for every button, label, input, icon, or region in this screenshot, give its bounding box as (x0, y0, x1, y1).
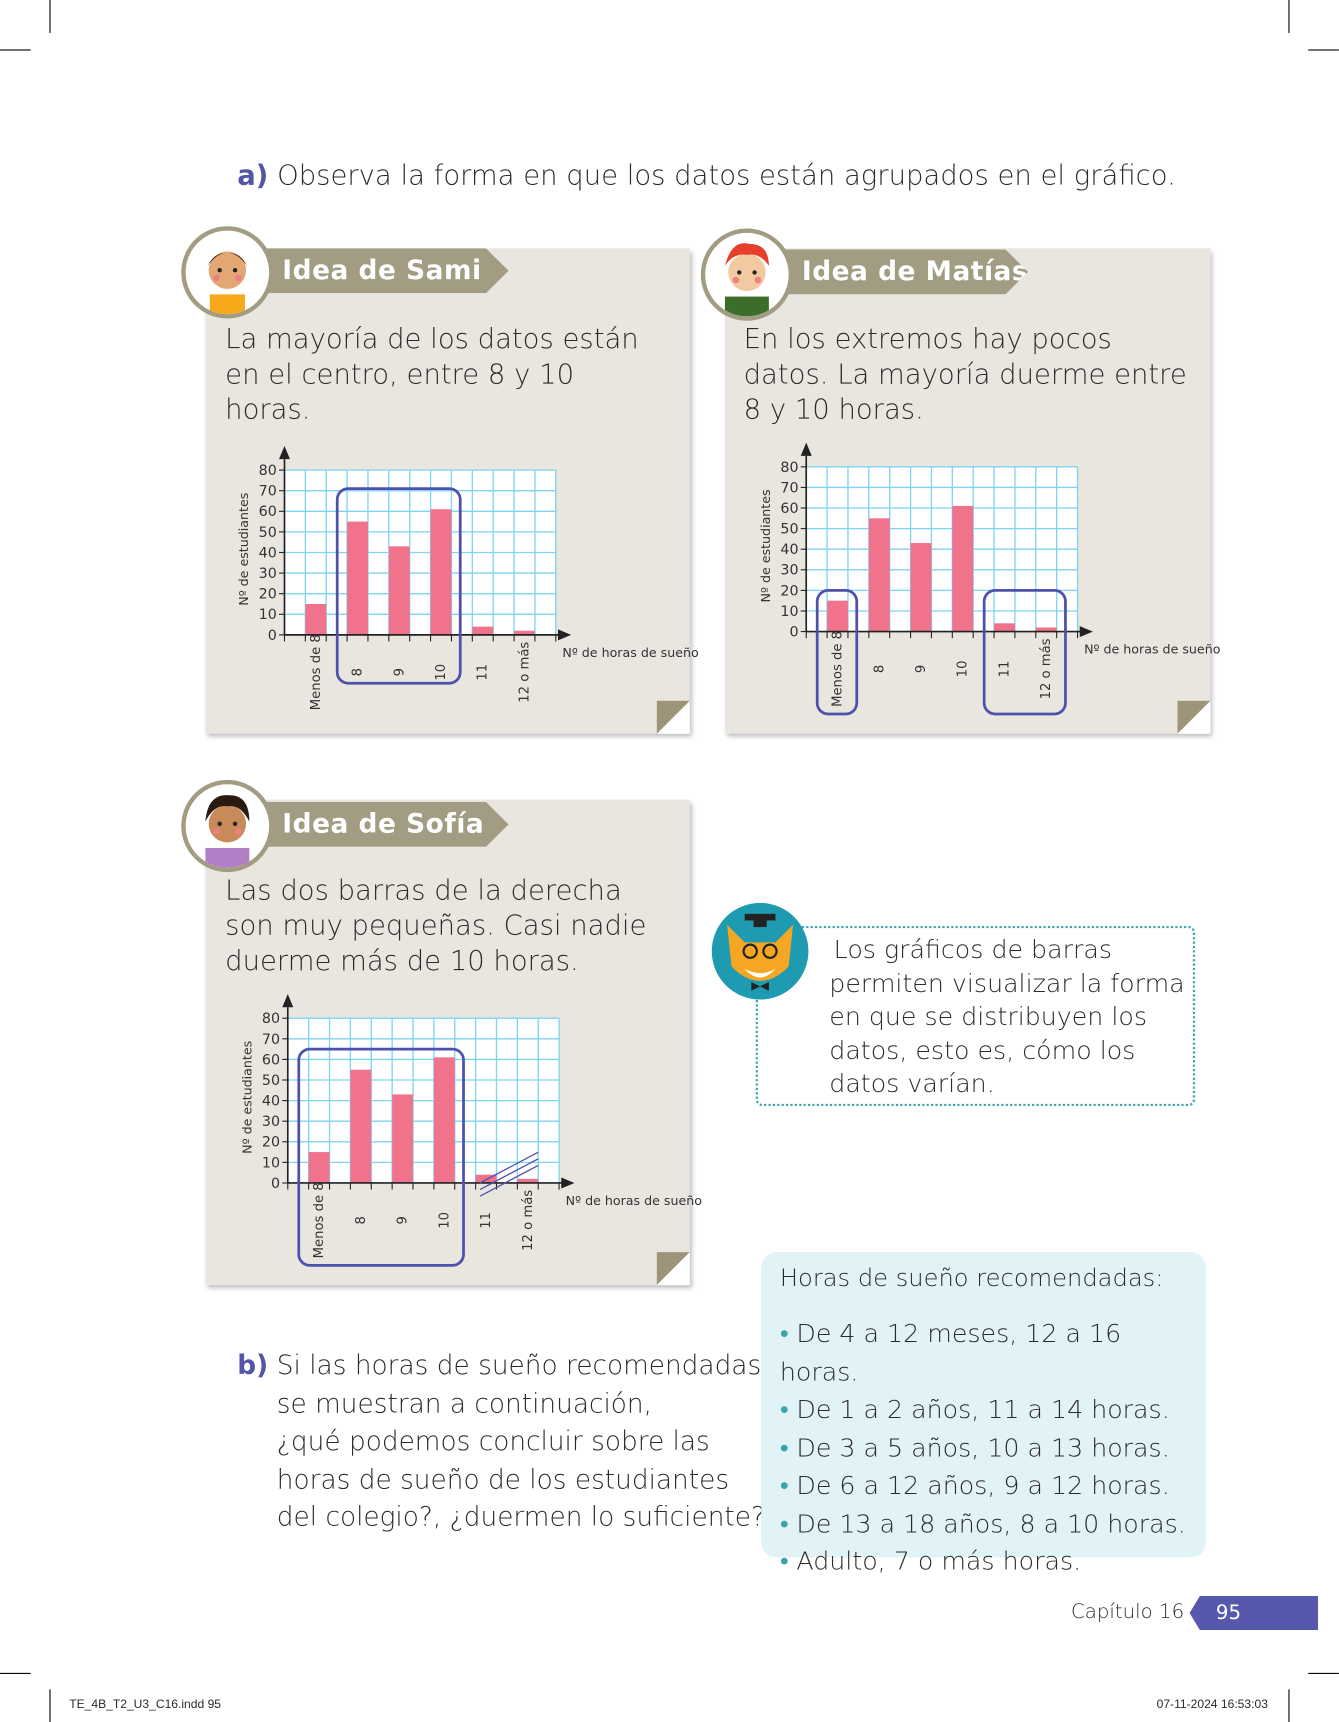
list-item: De 3 a 5 años, 10 a 13 horas. (780, 1430, 1206, 1468)
chapter-label: Capítulo 16 (1070, 1600, 1185, 1624)
recommended-sleep-box: Horas de sueño recomendadas: De 4 a 12 m… (761, 1252, 1207, 1576)
question-b: b) Si las horas de sueño recomendadas se… (237, 1347, 765, 1536)
crop-mark (1288, 1689, 1290, 1722)
idea-text-matias: En los extremos hay pocos datos. La mayo… (743, 322, 1187, 426)
question-a: a) Observa la forma en que los datos está… (237, 159, 1176, 191)
question-b-line: Si las horas de sueño recomendadas (276, 1349, 762, 1381)
note-line: Los gráficos de barras (833, 935, 1112, 965)
info-note (755, 925, 1196, 1107)
fox-teacher-icon (711, 902, 809, 1000)
question-a-text: Observa la forma en que los datos están … (277, 159, 1176, 192)
avatar-matias (700, 228, 794, 321)
question-b-line: del colegio?, ¿duermen lo suficiente? (276, 1501, 765, 1533)
recommended-title: Horas de sueño recomendadas: (779, 1265, 1164, 1293)
list-item: De 1 a 2 años, 11 a 14 horas. (780, 1392, 1206, 1430)
list-item: Adulto, 7 o más horas. (780, 1543, 1206, 1581)
file-name: TE_4B_T2_U3_C16.indd 95 (69, 1698, 222, 1712)
crop-mark (49, 1689, 51, 1722)
avatar-sami (181, 226, 274, 319)
note-line: datos, esto es, cómo los (829, 1036, 1136, 1065)
question-b-line: horas de sueño de los estudiantes (276, 1463, 730, 1495)
crop-mark (0, 49, 31, 51)
question-a-label: a) (237, 159, 269, 192)
page-number: 95 (1189, 1595, 1319, 1631)
crop-mark (49, 0, 51, 33)
note-line: permiten visualizar la forma (829, 969, 1185, 998)
avatar-sofia (181, 779, 274, 873)
note-line: datos varían. (829, 1069, 995, 1099)
info-note-text: Los gráficos de barras permiten visualiz… (829, 934, 1184, 1102)
list-item: De 4 a 12 meses, 12 a 16 horas. (780, 1316, 1206, 1392)
crop-mark (1308, 1672, 1339, 1674)
crop-mark (1308, 49, 1339, 51)
idea-title-sami: Idea de Sami (225, 248, 509, 294)
recommended-list: De 4 a 12 meses, 12 a 16 horas. De 1 a 2… (780, 1316, 1206, 1581)
question-b-line: se muestran a continuación, (276, 1387, 653, 1419)
list-item: De 13 a 18 años, 8 a 10 horas. (780, 1505, 1206, 1543)
crop-mark (1288, 0, 1290, 33)
list-item: De 6 a 12 años, 9 a 12 horas. (780, 1467, 1206, 1505)
question-b-line: ¿qué podemos concluir sobre las (276, 1425, 710, 1457)
question-b-label: b) (237, 1349, 269, 1381)
print-timestamp: 07-11-2024 16:53:03 (1156, 1698, 1268, 1712)
crop-mark (0, 1672, 31, 1674)
idea-text-sami: La mayoría de los datos están en el cent… (225, 322, 639, 426)
note-line: en que se distribuyen los (829, 1002, 1147, 1032)
idea-text-sofia: Las dos barras de la derecha son muy peq… (225, 874, 647, 977)
